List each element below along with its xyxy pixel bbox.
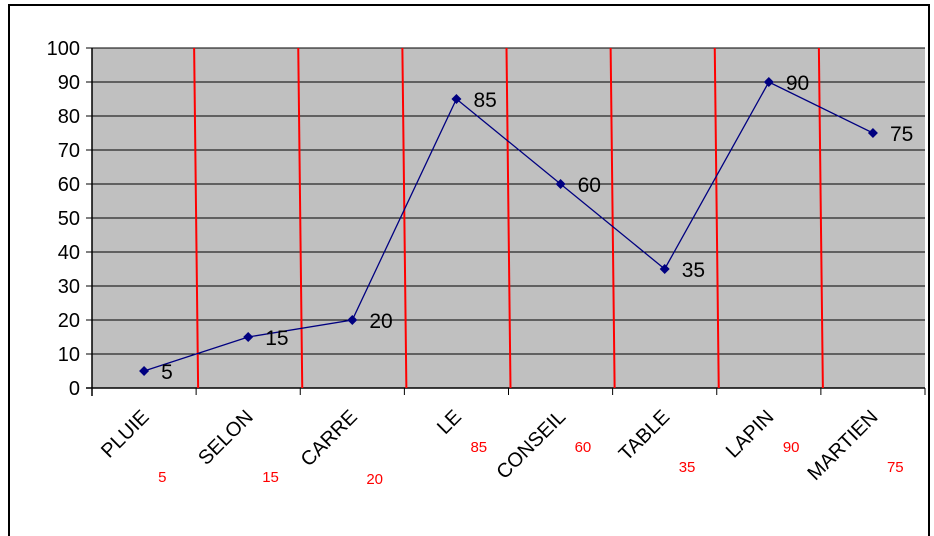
x-category-label: LAPIN — [722, 406, 778, 462]
red-separator-line — [609, 47, 616, 389]
y-tick-label: 60 — [58, 174, 80, 196]
x-category-label: SELON — [194, 406, 258, 470]
data-point-marker — [867, 128, 878, 138]
red-annotation-number: 75 — [887, 459, 904, 476]
x-category-label: CARRE — [297, 406, 362, 471]
x-category-label: MARTIEN — [804, 406, 883, 485]
data-label: 15 — [265, 327, 288, 350]
x-category-label: LE — [433, 406, 466, 439]
y-tick-label: 70 — [58, 140, 80, 162]
y-tick-label: 0 — [69, 378, 80, 400]
data-point-marker — [555, 179, 566, 189]
data-label: 90 — [786, 72, 809, 95]
y-tick-label: 20 — [58, 310, 80, 332]
red-separator-line — [297, 47, 304, 389]
data-label: 20 — [369, 310, 392, 333]
series-line — [143, 81, 874, 372]
data-point-marker — [451, 94, 462, 104]
data-point-marker — [243, 332, 254, 342]
y-tick-label: 100 — [47, 38, 80, 60]
red-annotation-number: 85 — [470, 439, 487, 456]
red-separator-line — [193, 47, 200, 389]
data-point-marker — [763, 77, 774, 87]
red-annotation-number: 90 — [783, 439, 800, 456]
data-label: 60 — [578, 174, 601, 197]
red-annotation-number: 20 — [366, 471, 383, 488]
red-separator-line — [401, 47, 408, 389]
y-tick-label: 80 — [58, 106, 80, 128]
data-label: 35 — [682, 259, 705, 282]
y-tick-label: 50 — [58, 208, 80, 230]
red-separator-line — [505, 47, 512, 389]
x-category-label: PLUIE — [97, 406, 153, 462]
data-label: 5 — [161, 361, 173, 384]
y-tick-label: 90 — [58, 72, 80, 94]
red-annotation-number: 5 — [158, 469, 166, 486]
y-tick-label: 30 — [58, 276, 80, 298]
red-annotation-number: 15 — [262, 469, 279, 486]
data-point-marker — [659, 264, 670, 274]
y-tick-label: 10 — [58, 344, 80, 366]
y-tick-label: 40 — [58, 242, 80, 264]
data-label: 75 — [890, 123, 913, 146]
data-point-marker — [347, 315, 358, 325]
red-annotation-number: 60 — [575, 439, 592, 456]
x-category-label: TABLE — [615, 406, 674, 465]
data-point-marker — [139, 366, 150, 376]
red-separator-line — [713, 47, 720, 389]
x-category-label: CONSEIL — [492, 406, 570, 484]
red-separator-line — [817, 47, 824, 389]
red-annotation-number: 35 — [679, 459, 696, 476]
data-label: 85 — [473, 89, 496, 112]
